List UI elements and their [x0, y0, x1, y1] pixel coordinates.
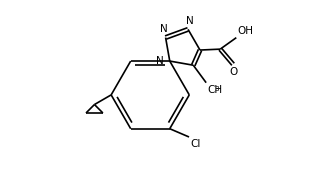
Text: Cl: Cl [191, 139, 201, 149]
Text: N: N [160, 24, 168, 34]
Text: 3: 3 [214, 86, 219, 92]
Text: O: O [229, 67, 238, 77]
Text: OH: OH [238, 26, 254, 36]
Text: CH: CH [208, 84, 223, 95]
Text: N: N [186, 16, 194, 26]
Text: N: N [155, 56, 163, 66]
